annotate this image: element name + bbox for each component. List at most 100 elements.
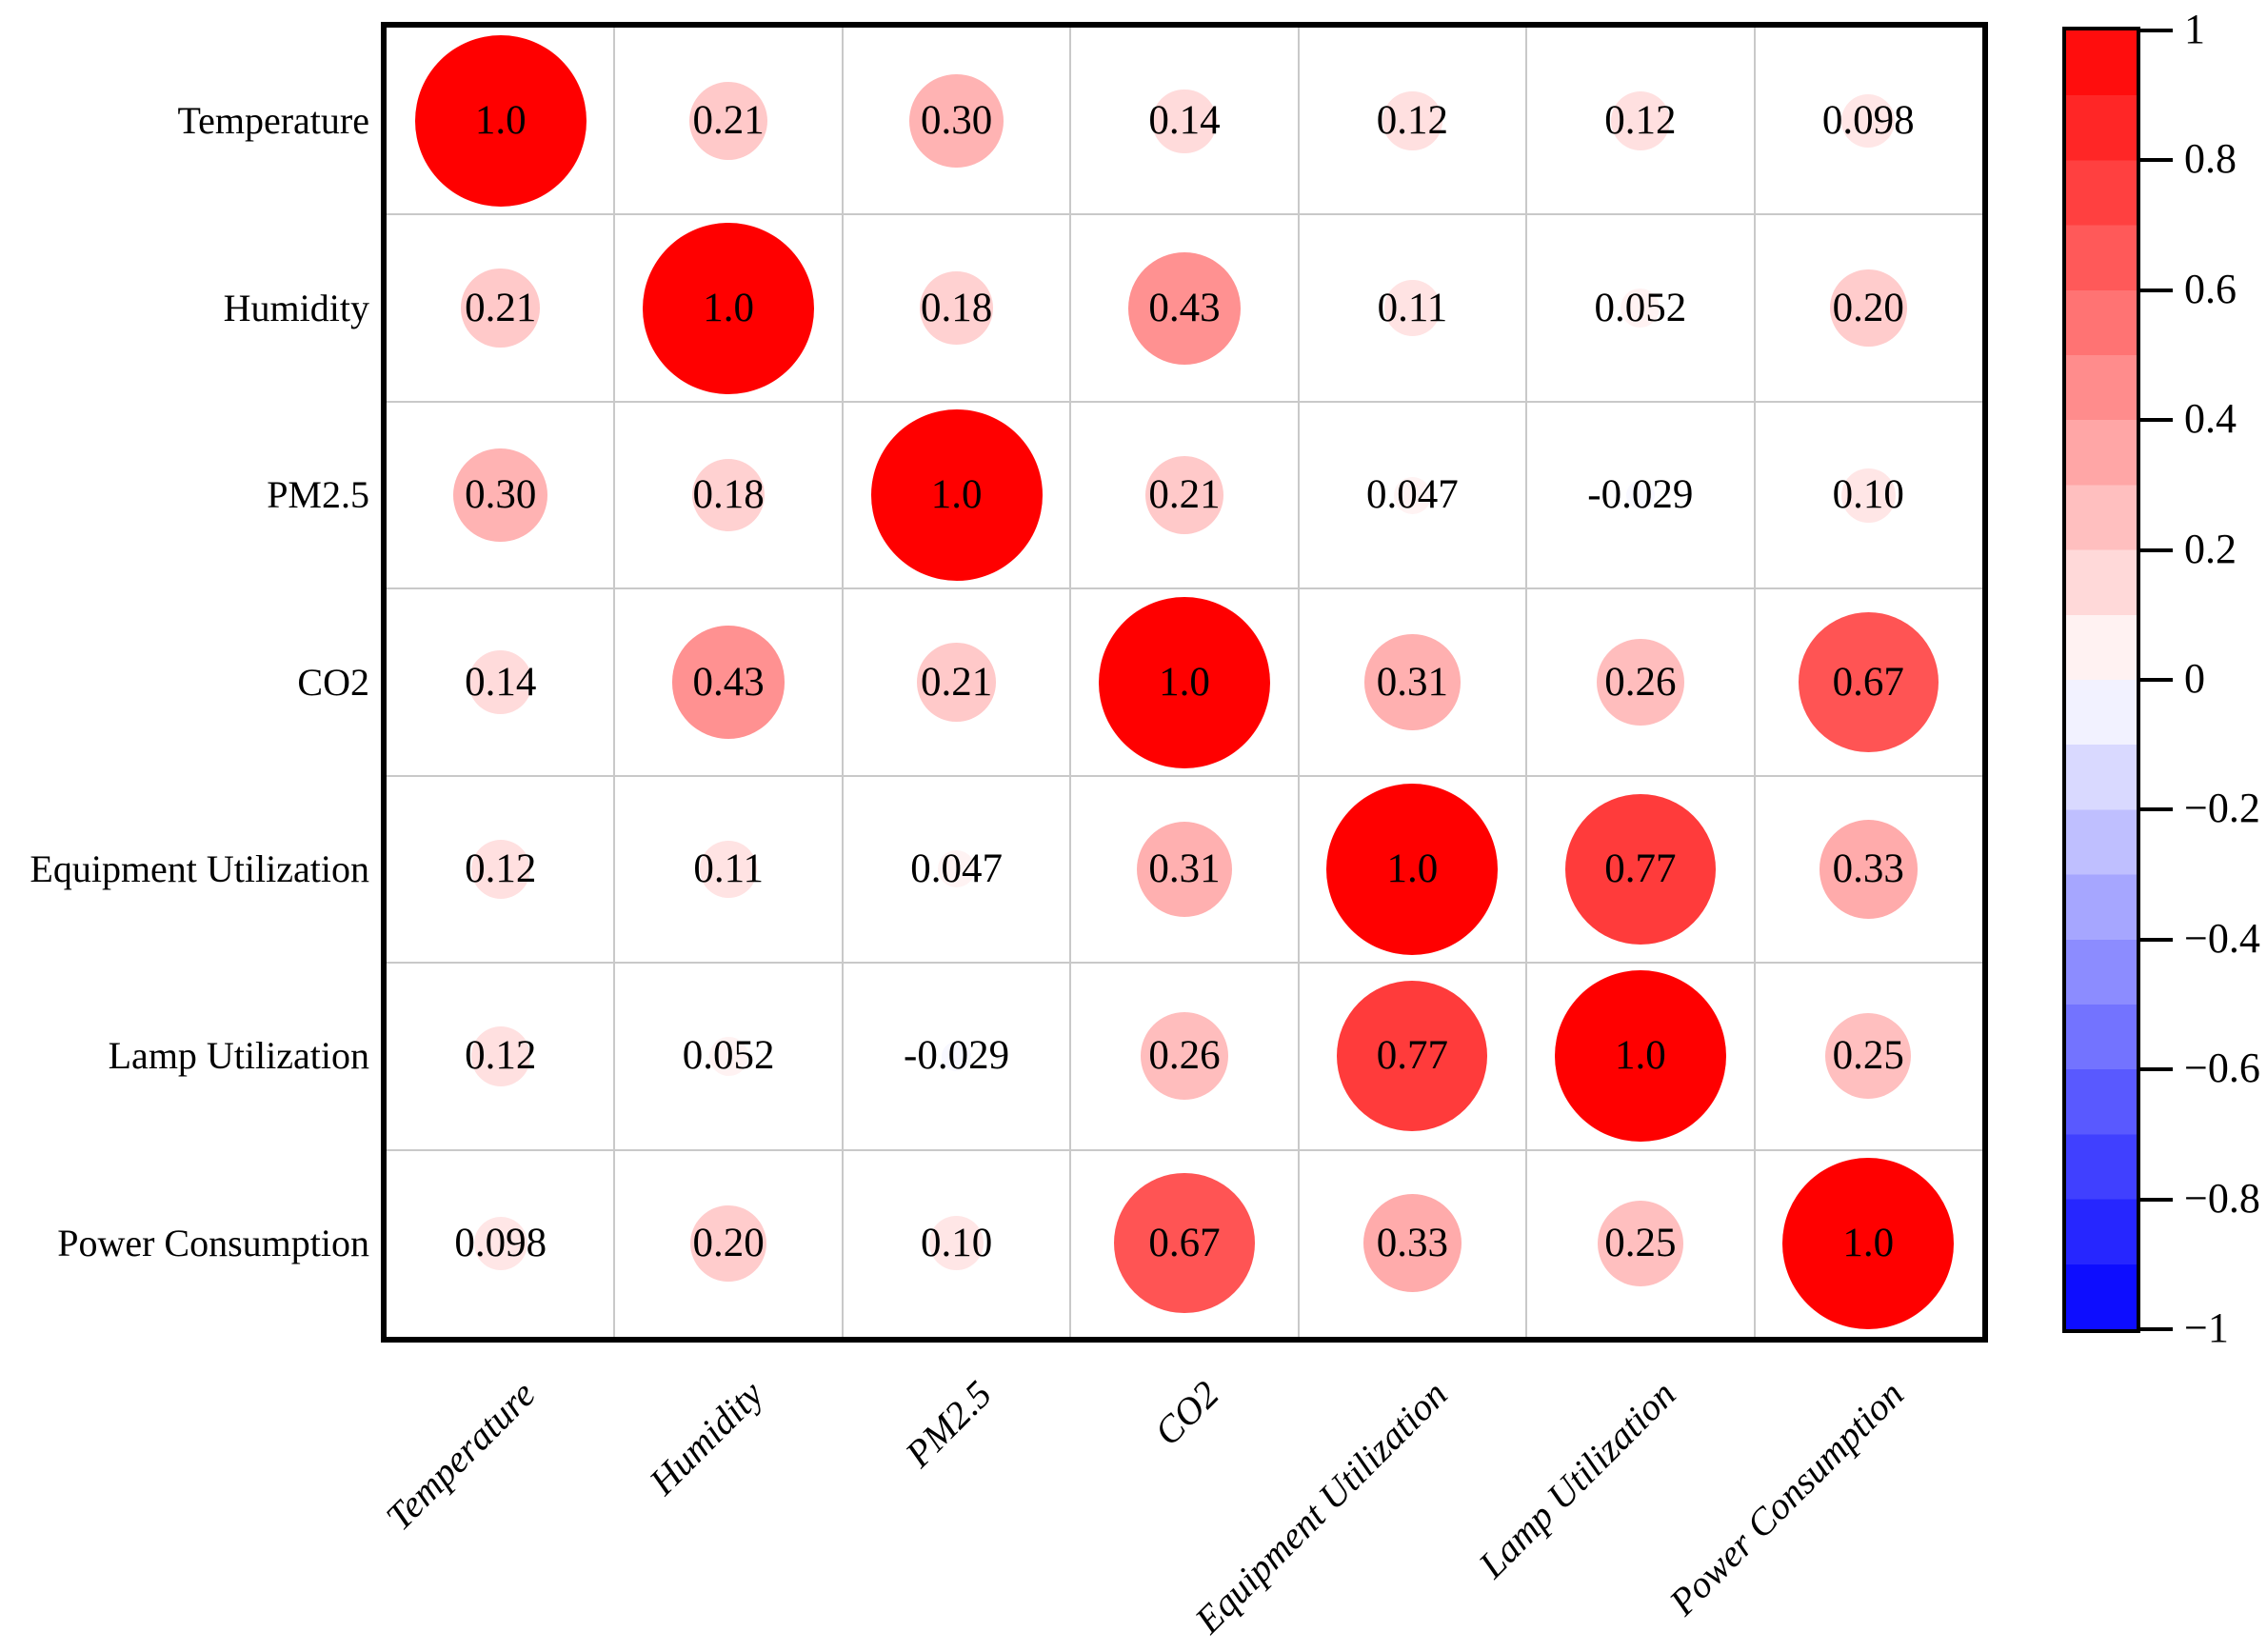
correlation-value: -0.029 bbox=[904, 1033, 1010, 1079]
correlation-bubble bbox=[1136, 821, 1233, 918]
colorbar-tick-label: −0.2 bbox=[2184, 785, 2260, 832]
correlation-value: 0.10 bbox=[920, 1220, 993, 1265]
correlation-bubble bbox=[1597, 1200, 1683, 1286]
correlation-bubble bbox=[470, 839, 530, 900]
correlation-value: -0.029 bbox=[1587, 472, 1694, 518]
correlation-bubble bbox=[1840, 468, 1896, 523]
correlation-value: 0.33 bbox=[1376, 1220, 1449, 1265]
correlation-bubble bbox=[1625, 480, 1656, 510]
correlation-bubble bbox=[1554, 970, 1726, 1143]
correlation-value: 1.0 bbox=[930, 472, 983, 518]
correlation-bubble bbox=[453, 448, 547, 543]
correlation-value: 0.12 bbox=[465, 1033, 537, 1079]
x-axis-label: Temperature bbox=[377, 1372, 544, 1539]
colorbar-tick bbox=[2140, 158, 2173, 163]
correlation-value: 0.21 bbox=[920, 659, 993, 705]
correlation-value: 0.31 bbox=[1376, 659, 1449, 705]
correlation-value: 1.0 bbox=[474, 98, 527, 144]
correlation-value: 0.21 bbox=[465, 285, 537, 330]
correlation-bubble bbox=[708, 1036, 748, 1076]
y-axis-label: Temperature bbox=[177, 99, 369, 143]
gridline bbox=[613, 28, 616, 1337]
correlation-bubble bbox=[929, 1216, 984, 1271]
colorbar-tick-label: −0.6 bbox=[2184, 1045, 2260, 1092]
correlation-bubble bbox=[1393, 476, 1431, 514]
correlation-bubble bbox=[468, 649, 533, 715]
colorbar-tick bbox=[2140, 678, 2173, 682]
correlation-value: 0.098 bbox=[1821, 98, 1915, 144]
correlation-bubble bbox=[672, 626, 785, 739]
correlation-value: 0.21 bbox=[1148, 472, 1221, 518]
colorbar-tick-label: 0.6 bbox=[2184, 265, 2237, 312]
gridline bbox=[387, 213, 1982, 216]
correlation-bubble bbox=[1596, 638, 1684, 726]
colorbar-tick-label: 0.4 bbox=[2184, 395, 2237, 443]
gridline bbox=[1069, 28, 1072, 1337]
y-axis-label: Power Consumption bbox=[57, 1221, 369, 1264]
correlation-value: 1.0 bbox=[703, 285, 755, 330]
correlation-bubble bbox=[1610, 91, 1671, 151]
correlation-value: 0.26 bbox=[1148, 1033, 1221, 1079]
correlation-value: 0.43 bbox=[692, 659, 765, 705]
correlation-value: 0.052 bbox=[1594, 285, 1687, 330]
correlation-bubble bbox=[643, 222, 815, 394]
y-axis-label: PM2.5 bbox=[267, 473, 369, 517]
gridline bbox=[1297, 28, 1300, 1337]
correlation-value: 0.11 bbox=[693, 846, 764, 891]
correlation-bubble bbox=[470, 1026, 530, 1086]
correlation-value: 0.26 bbox=[1604, 659, 1677, 705]
correlation-value: 0.052 bbox=[682, 1033, 775, 1079]
correlation-bubble bbox=[1830, 269, 1907, 347]
correlation-value: 0.14 bbox=[465, 659, 537, 705]
correlation-bubble bbox=[689, 1204, 767, 1283]
correlation-bubble bbox=[700, 841, 757, 898]
correlation-value: 0.25 bbox=[1604, 1220, 1677, 1265]
correlation-value: 1.0 bbox=[1386, 846, 1439, 891]
correlation-bubble bbox=[1564, 793, 1716, 945]
correlation-value: 0.30 bbox=[920, 98, 993, 144]
correlation-bubble bbox=[1382, 91, 1442, 151]
correlation-bubble bbox=[1152, 89, 1217, 153]
x-axis-label: Lamp Utilization bbox=[1469, 1372, 1684, 1586]
correlation-bubble bbox=[1362, 1194, 1462, 1293]
correlation-value: 0.14 bbox=[1148, 98, 1221, 144]
x-axis-label: PM2.5 bbox=[896, 1372, 1000, 1476]
correlation-bubble bbox=[1337, 981, 1488, 1132]
y-axis-label: Equipment Utilization bbox=[30, 846, 369, 890]
correlation-bubble bbox=[909, 73, 1004, 169]
correlation-bubble bbox=[1127, 251, 1241, 365]
correlation-value: 1.0 bbox=[1842, 1220, 1895, 1265]
correlation-value: 0.047 bbox=[1366, 472, 1459, 518]
correlation-value: 0.18 bbox=[692, 472, 765, 518]
correlation-value: 0.18 bbox=[920, 285, 993, 330]
gridline bbox=[387, 1148, 1982, 1151]
correlation-value: 0.098 bbox=[454, 1220, 547, 1265]
correlation-value: 0.77 bbox=[1604, 846, 1677, 891]
correlation-bubble bbox=[1782, 1157, 1955, 1329]
correlation-bubble bbox=[1099, 596, 1270, 768]
correlation-value: 0.31 bbox=[1148, 846, 1221, 891]
correlation-value: 0.11 bbox=[1377, 285, 1448, 330]
correlation-bubble bbox=[1364, 634, 1461, 730]
correlation-bubble bbox=[1144, 455, 1224, 535]
correlation-bubble bbox=[1114, 1173, 1255, 1314]
correlation-value: 0.43 bbox=[1148, 285, 1221, 330]
gridline bbox=[387, 962, 1982, 965]
colorbar bbox=[2062, 27, 2140, 1333]
correlation-bubble bbox=[1621, 289, 1660, 328]
correlation-value: 0.10 bbox=[1832, 472, 1904, 518]
correlation-bubble bbox=[691, 458, 766, 532]
correlation-value: 0.67 bbox=[1832, 659, 1904, 705]
colorbar-tick bbox=[2140, 1197, 2173, 1202]
gridline bbox=[387, 400, 1982, 403]
colorbar-tick bbox=[2140, 1327, 2173, 1331]
correlation-bubble bbox=[1383, 279, 1442, 337]
correlation-value: 0.21 bbox=[692, 98, 765, 144]
colorbar-tick-label: −0.4 bbox=[2184, 914, 2260, 962]
gridline bbox=[387, 774, 1982, 777]
colorbar-gradient bbox=[2066, 30, 2137, 1329]
x-axis-label: Humidity bbox=[641, 1372, 772, 1503]
colorbar-tick bbox=[2140, 1067, 2173, 1072]
gridline bbox=[1753, 28, 1756, 1337]
